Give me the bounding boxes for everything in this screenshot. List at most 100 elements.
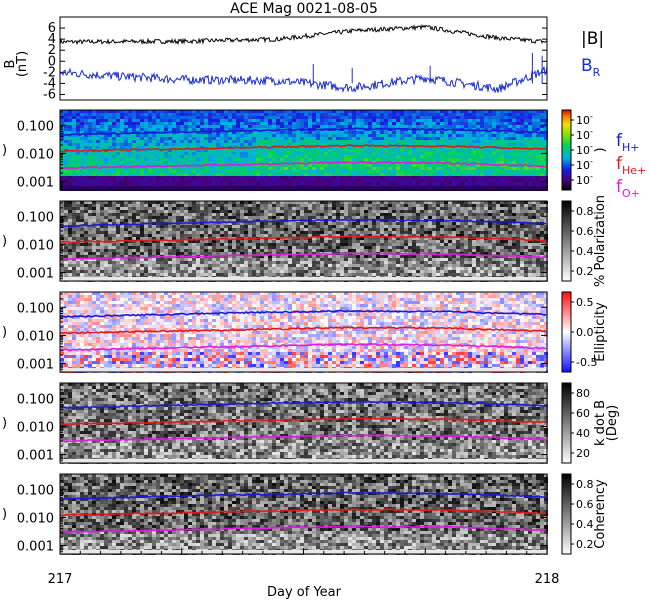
spectrogram-cell	[380, 182, 384, 185]
spectrogram-cell	[348, 125, 352, 128]
spectrogram-cell	[448, 170, 452, 173]
spectrogram-cell	[188, 252, 192, 255]
spectrogram-cell	[272, 182, 276, 185]
spectrogram-cell	[456, 146, 460, 149]
spectrogram-cell	[376, 173, 380, 176]
spectrogram-cell	[184, 270, 188, 273]
spectrogram-cell	[468, 140, 472, 143]
spectrogram-cell	[180, 267, 184, 270]
spectrogram-cell	[104, 179, 108, 182]
spectrogram-cell	[120, 234, 124, 237]
spectrogram-cell	[140, 231, 144, 234]
spectrogram-cell	[88, 234, 92, 237]
spectrogram-cell	[140, 176, 144, 179]
spectrogram-cell	[104, 267, 108, 270]
spectrogram-cell	[240, 131, 244, 134]
spectrogram-cell	[116, 113, 120, 116]
spectrogram-cell	[72, 146, 76, 149]
spectrogram-cell	[208, 155, 212, 158]
spectrogram-cell	[252, 204, 256, 207]
spectrogram-cell	[148, 116, 152, 119]
spectrogram-cell	[480, 152, 484, 155]
spectrogram-cell	[256, 125, 260, 128]
spectrogram-cell	[524, 137, 528, 140]
spectrogram-cell	[112, 246, 116, 249]
spectrogram-cell	[68, 131, 72, 134]
spectrogram-cell	[544, 122, 548, 125]
spectrogram-cell	[408, 134, 412, 137]
spectrogram-cell	[300, 119, 304, 122]
spectrogram-cell	[244, 110, 248, 113]
spectrogram-cell	[108, 182, 112, 185]
spectrogram-cell	[396, 113, 400, 116]
spectrogram-cell	[356, 125, 360, 128]
spectrogram-cell	[232, 131, 236, 134]
spectrogram-cell	[264, 234, 268, 237]
spectrogram-cell	[472, 158, 476, 161]
spectrogram-cell	[292, 161, 296, 164]
spectrogram-cell	[104, 152, 108, 155]
spectrogram-cell	[428, 110, 432, 113]
spectrogram-cell	[472, 167, 476, 170]
spectrogram-cell	[484, 167, 488, 170]
spectrogram-cell	[292, 167, 296, 170]
spectrogram-cell	[408, 182, 412, 185]
spectrogram-cell	[344, 113, 348, 116]
spectrogram-cell	[220, 258, 224, 261]
spectrogram-cell	[112, 243, 116, 246]
spectrogram-cell	[432, 170, 436, 173]
spectrogram-cell	[324, 158, 328, 161]
spectrogram-cell	[212, 234, 216, 237]
spectrogram-cell	[212, 261, 216, 264]
spectrogram-cell	[224, 255, 228, 258]
spectrogram-cell	[216, 264, 220, 267]
spectrogram-cell	[312, 110, 316, 113]
spectrogram-cell	[60, 255, 64, 258]
spectrogram-cell	[352, 182, 356, 185]
spectrogram-cell	[136, 167, 140, 170]
spectrogram-cell	[392, 119, 396, 122]
spectrogram-cell	[148, 179, 152, 182]
spectrogram-cell	[164, 110, 168, 113]
spectrogram-cell	[276, 122, 280, 125]
spectrogram-cell	[84, 122, 88, 125]
spectrogram-cell	[80, 161, 84, 164]
spectrogram-cell	[508, 140, 512, 143]
spectrogram-cell	[472, 152, 476, 155]
spectrogram-cell	[220, 173, 224, 176]
spectrogram-cell	[428, 158, 432, 161]
spectrogram-cell	[392, 167, 396, 170]
spectrogram-cell	[172, 228, 176, 231]
spectrogram-cell	[220, 273, 224, 276]
spectrogram-cell	[288, 267, 292, 270]
spectrogram-cell	[456, 164, 460, 167]
spectrogram-cell	[172, 264, 176, 267]
spectrogram-cell	[136, 119, 140, 122]
spectrogram-cell	[96, 119, 100, 122]
spectrogram-cell	[356, 179, 360, 182]
spectrogram-cell	[176, 125, 180, 128]
spectrogram-cell	[88, 131, 92, 134]
spectrogram-cell	[300, 152, 304, 155]
spectrogram-cell	[160, 270, 164, 273]
spectrogram-cell	[176, 173, 180, 176]
spectrogram-cell	[496, 149, 500, 152]
spectrogram-cell	[512, 134, 516, 137]
spectrogram-cell	[132, 125, 136, 128]
spectrogram-cell	[468, 128, 472, 131]
spectrogram-cell	[64, 164, 68, 167]
spectrogram-cell	[248, 216, 252, 219]
spectrogram-cell	[400, 110, 404, 113]
spectrogram-cell	[228, 270, 232, 273]
spectrogram-cell	[240, 110, 244, 113]
spectrogram-cell	[252, 201, 256, 204]
spectrogram-cell	[120, 140, 124, 143]
spectrogram-cell	[148, 201, 152, 204]
spectrogram-cell	[244, 179, 248, 182]
spectrogram-cell	[448, 125, 452, 128]
spectrogram-cell	[192, 219, 196, 222]
spectrogram-cell	[240, 155, 244, 158]
spectrogram-cell	[236, 231, 240, 234]
spectrogram-cell	[252, 173, 256, 176]
spectrogram-cell	[216, 125, 220, 128]
